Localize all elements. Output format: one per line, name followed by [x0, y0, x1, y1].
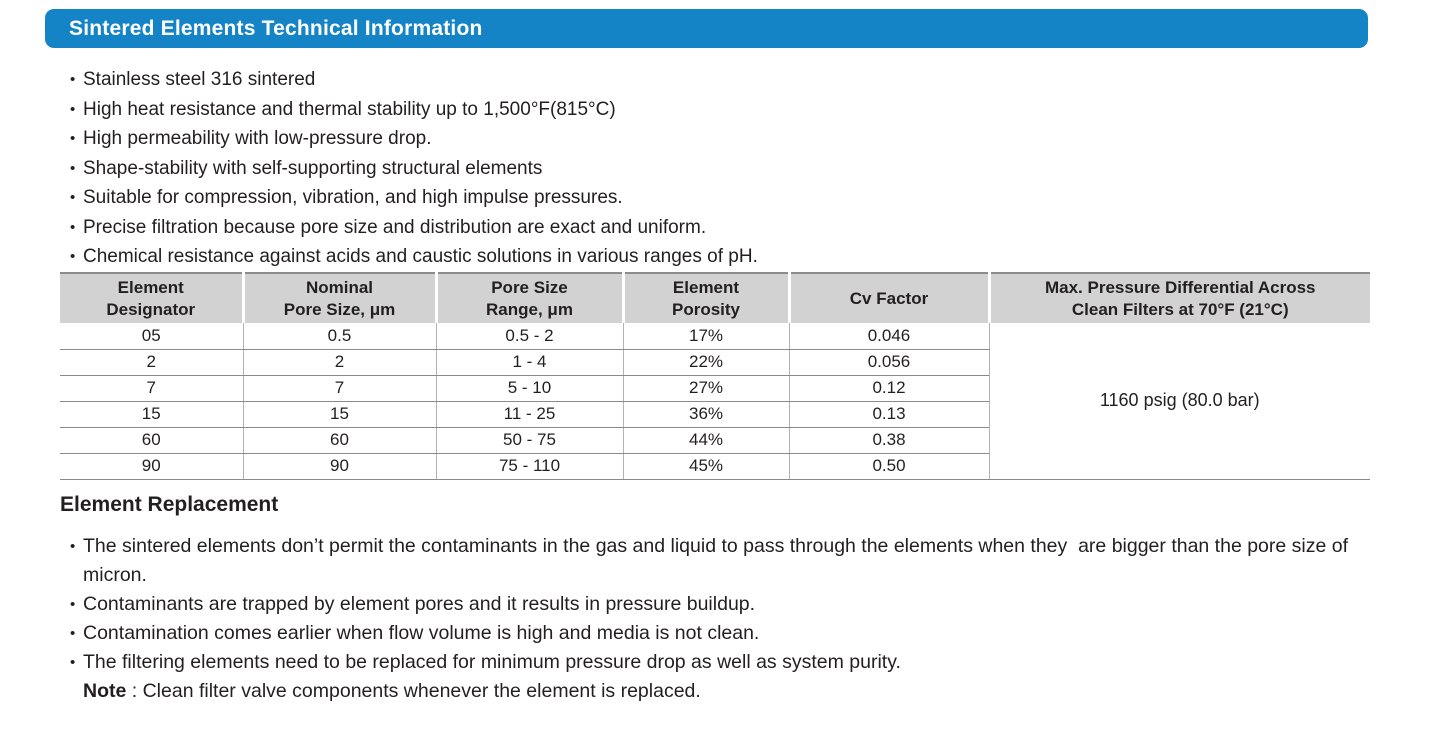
list-item: High heat resistance and thermal stabili…: [70, 95, 1380, 125]
table-cell: 45%: [622, 453, 789, 480]
feature-text: Stainless steel 316 sintered: [83, 69, 316, 90]
list-item: Precise filtration because pore size and…: [70, 213, 1380, 243]
table-cell: 7: [242, 375, 436, 402]
table-cell: 05: [60, 323, 243, 350]
table-cell: 90: [242, 453, 436, 480]
list-item: Shape-stability with self-supporting str…: [70, 154, 1380, 184]
table-row: 2 2 1 - 4 22% 0.056: [60, 349, 1370, 376]
feature-list: Stainless steel 316 sintered High heat r…: [70, 65, 1380, 272]
col-header-element-designator: Element Designator: [60, 272, 243, 323]
table-cell: 60: [60, 427, 243, 454]
feature-text: Suitable for compression, vibration, and…: [83, 187, 623, 208]
sintered-elements-spec-table: Element Designator Nominal Pore Size, μm…: [60, 272, 1370, 480]
page-title: Sintered Elements Technical Information: [69, 16, 483, 40]
table-cell: 0.38: [788, 427, 989, 454]
table-cell: 0.056: [788, 349, 989, 376]
table-cell: 1 - 4: [435, 349, 623, 376]
table-cell: 0.12: [788, 375, 989, 402]
element-replacement-heading: Element Replacement: [60, 493, 279, 516]
col-header-element-porosity: Element Porosity: [621, 272, 789, 323]
replacement-text: The filtering elements need to be replac…: [83, 651, 901, 673]
table-cell: 2: [242, 349, 436, 376]
table-header-row: Element Designator Nominal Pore Size, μm…: [60, 272, 1370, 323]
col-header-cv-factor: Cv Factor: [787, 272, 989, 323]
feature-text: High permeability with low-pressure drop…: [83, 128, 432, 149]
col-header-nominal-pore-size: Nominal Pore Size, μm: [241, 272, 436, 323]
table-row: 90 90 75 - 110 45% 0.50: [60, 453, 1370, 480]
replacement-text: Contaminants are trapped by element pore…: [83, 593, 756, 615]
note-text: : Clean filter valve components whenever…: [126, 680, 701, 702]
table-cell: 0.5 - 2: [435, 323, 623, 350]
table-cell: 0.50: [788, 453, 989, 480]
table-row: 7 7 5 - 10 27% 0.12: [60, 375, 1370, 402]
table-cell: 44%: [622, 427, 789, 454]
replacement-text: Contamination comes earlier when flow vo…: [83, 622, 760, 644]
table-cell: 17%: [622, 323, 789, 350]
element-replacement-list: The sintered elements don’t permit the c…: [70, 532, 1360, 706]
replacement-text: The sintered elements don’t permit the c…: [83, 535, 1354, 586]
list-item: The sintered elements don’t permit the c…: [70, 532, 1360, 590]
table-cell: 0.046: [788, 323, 989, 350]
table-cell: 11 - 25: [435, 401, 623, 428]
feature-text: Shape-stability with self-supporting str…: [83, 157, 543, 179]
table-row: 60 60 50 - 75 44% 0.38: [60, 427, 1370, 454]
table-cell: 36%: [622, 401, 789, 428]
table-cell: 5 - 10: [435, 375, 623, 402]
table-cell: 90: [60, 453, 243, 480]
table-row: 15 15 11 - 25 36% 0.13: [60, 401, 1370, 428]
col-header-max-pressure-differential: Max. Pressure Differential Across Clean …: [987, 272, 1370, 323]
table-cell: 0.5: [242, 323, 436, 350]
list-item: Contaminants are trapped by element pore…: [70, 590, 1360, 619]
list-item: Suitable for compression, vibration, and…: [70, 183, 1380, 213]
table-cell: 2: [60, 349, 243, 376]
table-cell: 0.13: [788, 401, 989, 428]
note-label: Note: [83, 680, 127, 702]
table-cell: 50 - 75: [435, 427, 623, 454]
list-item: The filtering elements need to be replac…: [70, 648, 1360, 706]
table-cell: 60: [242, 427, 436, 454]
feature-text: Precise filtration because pore size and…: [83, 216, 707, 238]
table-cell: 7: [60, 375, 243, 402]
list-item: Chemical resistance against acids and ca…: [70, 242, 1380, 272]
list-item: Stainless steel 316 sintered: [70, 65, 1380, 95]
col-header-pore-size-range: Pore Size Range, μm: [434, 272, 623, 323]
table-cell: 22%: [622, 349, 789, 376]
table-row: 05 0.5 0.5 - 2 17% 0.046 1160 psig (80.0…: [60, 323, 1370, 480]
feature-text: Chemical resistance against acids and ca…: [83, 246, 758, 267]
table-cell: 27%: [622, 375, 789, 402]
table-cell: 75 - 110: [435, 453, 623, 480]
max-pressure-merged-cell: 1160 psig (80.0 bar): [988, 323, 1370, 480]
feature-text: High heat resistance and thermal stabili…: [83, 98, 616, 120]
list-item: Contamination comes earlier when flow vo…: [70, 619, 1360, 648]
section-title-bar: Sintered Elements Technical Information: [45, 9, 1368, 48]
table-cell: 15: [242, 401, 436, 428]
table-cell: 15: [60, 401, 243, 428]
note-line: Note : Clean filter valve components whe…: [83, 677, 1360, 706]
list-item: High permeability with low-pressure drop…: [70, 124, 1380, 154]
